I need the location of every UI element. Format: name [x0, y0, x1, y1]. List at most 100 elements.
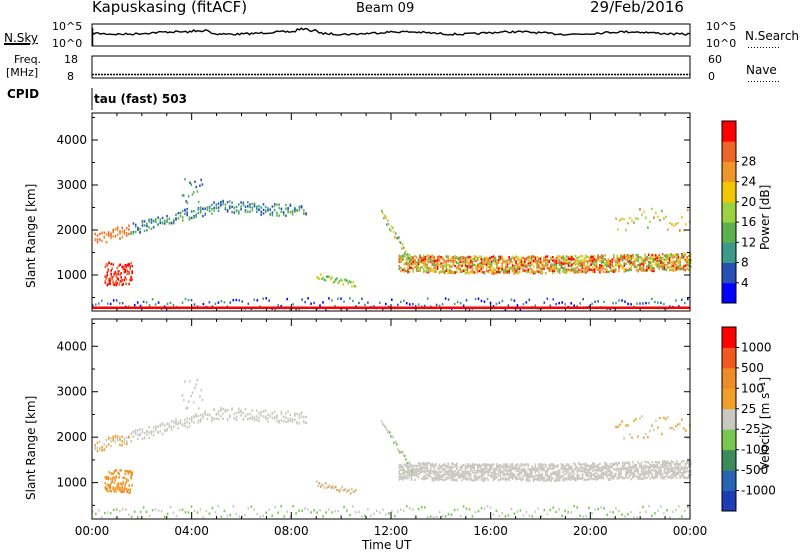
power-cell — [555, 264, 558, 267]
power-cell — [640, 266, 643, 270]
power-cell — [177, 217, 180, 220]
velocity-cell — [269, 414, 271, 418]
power-cell — [539, 257, 542, 260]
power-cell — [282, 211, 285, 215]
velocity-cell — [489, 470, 491, 474]
power-cell — [440, 262, 442, 265]
velocity-cell — [555, 479, 558, 482]
velocity-cell — [585, 515, 587, 518]
velocity-cell — [515, 469, 517, 472]
power-cell — [310, 302, 312, 305]
power-cell — [672, 264, 674, 268]
velocity-cell — [646, 470, 648, 474]
power-cell — [173, 218, 175, 222]
velocity-cell — [466, 466, 469, 469]
velocity-cell — [410, 475, 413, 479]
velocity-cell — [304, 507, 306, 510]
velocity-cell — [623, 462, 626, 465]
power-cell — [114, 281, 116, 285]
power-cell — [442, 264, 444, 268]
velocity-cell — [208, 413, 211, 417]
velocity-cell — [468, 508, 471, 511]
power-cell — [317, 277, 320, 280]
velocity-cell — [262, 514, 264, 518]
power-cell — [130, 261, 132, 265]
power-cell — [466, 267, 469, 270]
power-cell — [296, 209, 298, 212]
power-cell — [657, 301, 659, 304]
velocity-cell — [517, 477, 519, 480]
power-colorbar-frame — [721, 120, 737, 304]
power-cell — [487, 262, 489, 265]
power-cell — [625, 255, 627, 258]
power-cell — [423, 304, 426, 308]
power-cell — [457, 262, 460, 265]
velocity-cell — [562, 479, 564, 482]
velocity-cell — [235, 415, 238, 418]
velocity-cell — [616, 477, 619, 480]
power-cell — [668, 253, 671, 257]
velocity-cell — [504, 515, 507, 518]
power-cell — [450, 256, 453, 259]
velocity-cell — [202, 516, 205, 519]
velocity-cell — [382, 422, 384, 426]
velocity-cell — [670, 468, 673, 471]
power-cell — [546, 260, 549, 264]
power-cell — [604, 258, 606, 261]
velocity-cell — [435, 515, 438, 518]
power-cell — [128, 282, 130, 286]
velocity-cell — [229, 414, 231, 417]
velocity-cell — [498, 514, 501, 517]
velocity-cell — [111, 472, 113, 476]
power-cell — [166, 302, 169, 305]
velocity-colorbar-tick-label: 25 — [741, 402, 756, 416]
velocity-cell — [621, 420, 623, 423]
power-cell — [336, 277, 338, 280]
velocity-cell — [588, 467, 591, 470]
velocity-cell — [667, 416, 669, 419]
power-cell — [415, 269, 418, 272]
velocity-colorbar-segment — [722, 408, 736, 430]
power-cell — [452, 255, 455, 259]
velocity-cell — [651, 476, 653, 479]
velocity-cell — [499, 478, 502, 481]
velocity-cell — [403, 463, 406, 467]
velocity-cell — [555, 465, 558, 468]
power-cell — [197, 211, 200, 215]
velocity-cell — [107, 483, 109, 486]
power-cell — [611, 264, 613, 267]
velocity-cell — [639, 465, 641, 469]
freq-label: Freq. — [14, 53, 42, 66]
velocity-ytick-label: 4000 — [56, 339, 87, 353]
power-cell — [599, 266, 601, 270]
power-cell — [407, 268, 409, 272]
power-cell — [602, 255, 605, 258]
velocity-cell — [499, 464, 502, 468]
velocity-cell — [582, 515, 584, 518]
power-cell — [480, 265, 483, 268]
velocity-cell — [466, 470, 469, 474]
velocity-cell — [681, 460, 683, 463]
power-cell — [175, 217, 177, 220]
power-cell — [630, 257, 632, 261]
velocity-cell — [478, 475, 481, 478]
power-cell — [625, 228, 627, 232]
velocity-cell — [433, 469, 435, 473]
velocity-cell — [407, 465, 410, 468]
power-cell — [548, 260, 551, 263]
velocity-cell — [661, 432, 663, 436]
power-cell — [515, 255, 517, 259]
velocity-cell — [609, 462, 612, 466]
velocity-cell — [477, 509, 480, 513]
velocity-cell — [465, 507, 468, 510]
power-cell — [92, 304, 94, 307]
velocity-cell — [400, 451, 402, 454]
velocity-cell — [524, 470, 526, 473]
velocity-cell — [429, 475, 432, 478]
power-cell — [213, 201, 215, 204]
velocity-cell — [405, 477, 408, 480]
velocity-cell — [529, 472, 531, 475]
velocity-cell — [595, 476, 598, 480]
velocity-cell — [487, 463, 489, 466]
velocity-cell — [447, 477, 449, 480]
